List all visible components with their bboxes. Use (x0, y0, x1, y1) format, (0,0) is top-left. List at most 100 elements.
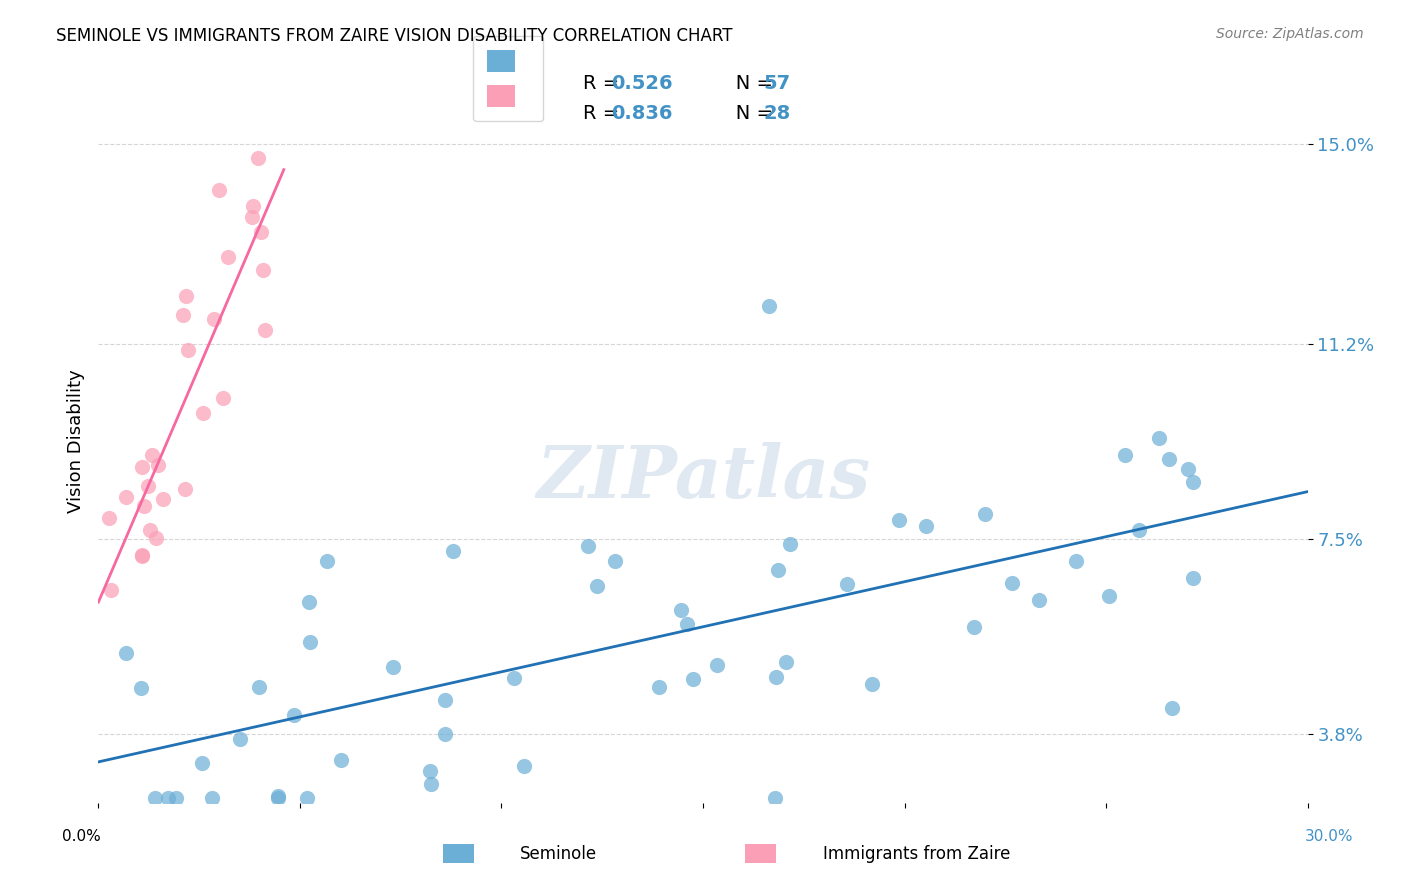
Point (100, 583, 122, 598)
Point (433, 693, 456, 707)
Point (131, 549, 153, 563)
Text: SEMINOLE VS IMMIGRANTS FROM ZAIRE VISION DISABILITY CORRELATION CHART: SEMINOLE VS IMMIGRANTS FROM ZAIRE VISION… (56, 27, 733, 45)
Point (1128, 523, 1150, 537)
Text: 28: 28 (763, 103, 790, 123)
Point (138, 523, 160, 537)
Text: N =: N = (717, 103, 779, 123)
Point (138, 479, 160, 493)
Point (914, 519, 936, 533)
Point (191, 756, 214, 770)
Point (1160, 701, 1182, 715)
Point (156, 790, 179, 805)
Point (1147, 431, 1170, 445)
Point (1182, 475, 1205, 489)
Point (1177, 461, 1199, 475)
Point (174, 289, 197, 303)
Point (165, 790, 187, 805)
Point (242, 199, 264, 213)
Point (295, 790, 318, 805)
Text: 30.0%: 30.0% (1305, 830, 1353, 844)
Point (207, 183, 229, 197)
Point (586, 579, 609, 593)
Text: 57: 57 (763, 74, 790, 94)
Point (152, 492, 174, 507)
Point (228, 731, 250, 746)
Point (1066, 554, 1088, 568)
Point (682, 673, 704, 687)
Point (419, 764, 441, 778)
Point (217, 250, 239, 264)
Point (247, 151, 270, 165)
Point (252, 263, 274, 277)
Point (114, 646, 136, 660)
Point (1114, 448, 1136, 462)
Point (1028, 593, 1050, 607)
Point (576, 539, 599, 553)
Point (254, 323, 277, 337)
Text: Seminole: Seminole (520, 845, 598, 863)
Point (240, 211, 263, 225)
Point (247, 680, 270, 694)
Text: 0.0%: 0.0% (62, 830, 101, 844)
Point (706, 658, 728, 673)
Point (433, 727, 456, 741)
Point (887, 513, 910, 527)
Text: Source: ZipAtlas.com: Source: ZipAtlas.com (1216, 27, 1364, 41)
Point (202, 312, 225, 326)
Point (267, 790, 290, 805)
Point (201, 790, 224, 805)
FancyBboxPatch shape (443, 844, 474, 863)
Point (172, 309, 194, 323)
Point (768, 563, 790, 577)
Text: 0.836: 0.836 (612, 103, 673, 123)
Point (503, 671, 526, 685)
Point (115, 490, 138, 504)
Text: R =: R = (583, 103, 626, 123)
Point (131, 549, 153, 564)
Point (173, 482, 195, 496)
Point (131, 460, 153, 475)
Point (775, 655, 797, 669)
Point (758, 299, 780, 313)
Point (141, 448, 163, 462)
Point (765, 670, 787, 684)
Point (145, 531, 167, 545)
Point (1159, 451, 1181, 466)
Point (132, 500, 155, 514)
Text: R =: R = (583, 74, 626, 94)
Point (669, 603, 692, 617)
Point (963, 620, 986, 634)
Point (211, 391, 233, 405)
Point (143, 790, 166, 805)
Point (299, 635, 322, 649)
Legend: , : , (472, 36, 544, 121)
Point (177, 343, 200, 357)
Point (129, 681, 152, 695)
Point (1181, 571, 1204, 585)
Point (267, 789, 290, 803)
Text: Immigrants from Zaire: Immigrants from Zaire (823, 845, 1010, 863)
Point (1098, 589, 1121, 603)
Point (648, 680, 671, 694)
Text: N =: N = (717, 74, 779, 94)
Point (97, 510, 120, 524)
Point (283, 707, 305, 722)
Point (148, 458, 170, 472)
Y-axis label: Vision Disability: Vision Disability (66, 369, 84, 514)
Point (382, 660, 405, 674)
Point (605, 554, 627, 568)
FancyBboxPatch shape (745, 844, 776, 863)
Point (298, 594, 321, 608)
Point (441, 543, 464, 558)
Point (779, 537, 801, 551)
Point (974, 507, 997, 521)
Text: 0.526: 0.526 (612, 74, 673, 94)
Point (420, 777, 443, 791)
Point (860, 677, 883, 691)
Point (676, 617, 699, 632)
Point (512, 758, 534, 772)
Point (1000, 576, 1022, 591)
Point (763, 790, 786, 805)
Point (316, 554, 339, 568)
Point (193, 406, 215, 420)
